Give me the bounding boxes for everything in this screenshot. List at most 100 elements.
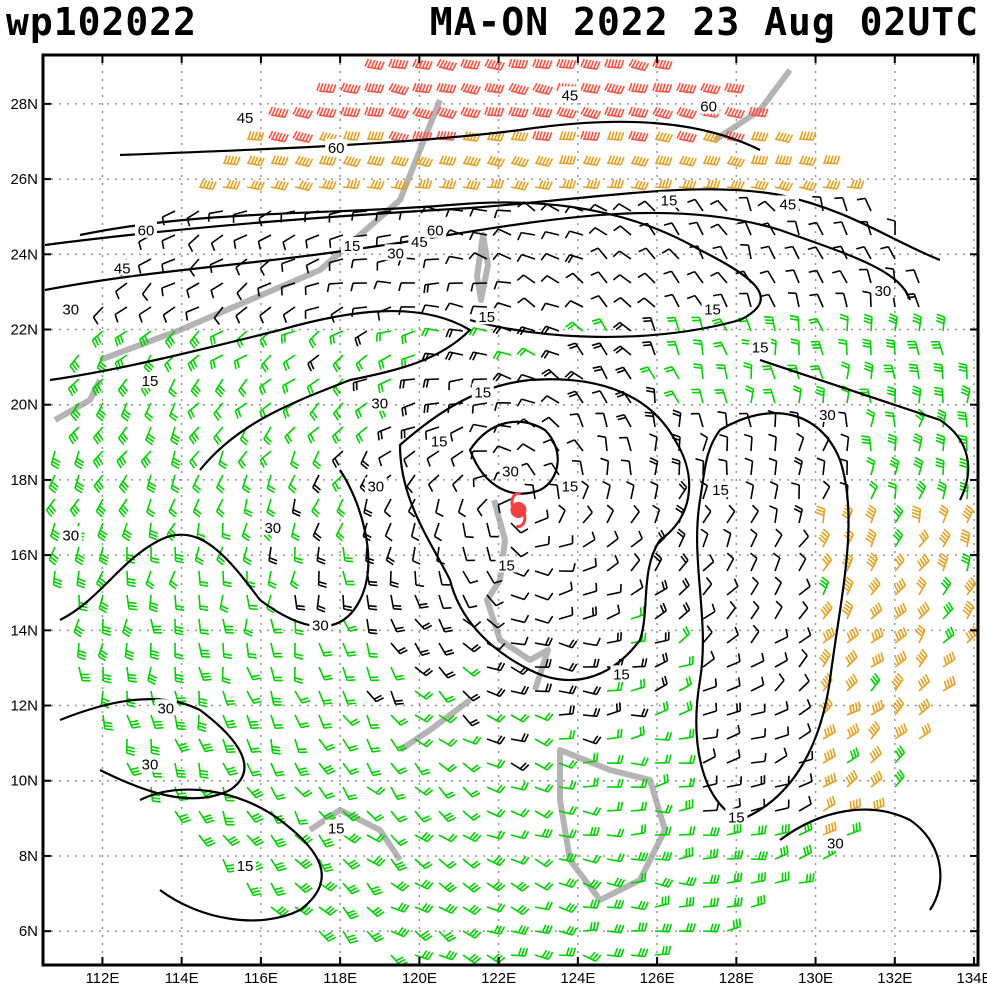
wind-barb [604, 106, 625, 118]
wind-barb [591, 390, 608, 404]
wind-barb [350, 282, 368, 292]
wind-barb [403, 450, 416, 468]
storm-id-title: wp102022 [6, 0, 198, 44]
wind-barb [688, 221, 704, 236]
wind-barb [798, 601, 809, 620]
wind-barb [676, 130, 698, 143]
wind-barb [414, 762, 431, 776]
wind-barb [750, 179, 769, 191]
wind-barb [414, 594, 429, 609]
contour-label-bg [234, 108, 257, 125]
wind-barb [414, 831, 434, 843]
wind-barb [294, 180, 314, 192]
wind-barb [884, 411, 896, 428]
isotach-45-jet [44, 188, 941, 262]
wind-barb [342, 690, 357, 705]
wind-barb [486, 570, 503, 584]
wind-barb [726, 504, 736, 524]
wind-barb [140, 450, 152, 469]
wind-barb [690, 412, 704, 428]
wind-barb [642, 340, 656, 356]
wind-barb [534, 509, 549, 524]
wind-barb [390, 155, 409, 167]
wind-barb [870, 699, 884, 716]
wind-barb [493, 209, 512, 219]
wind-barb [818, 576, 830, 596]
wind-barb [702, 702, 718, 716]
wind-barb [678, 799, 694, 812]
wind-barb [606, 828, 625, 838]
wind-barb [268, 106, 289, 118]
wind-barb [427, 474, 440, 493]
wind-barb [630, 552, 641, 572]
wind-barb [74, 546, 85, 566]
wind-barb [280, 258, 296, 272]
wind-barb [340, 106, 361, 118]
wind-barb [750, 576, 759, 596]
lat-tick-label: 28N [10, 96, 38, 113]
wind-barb [350, 258, 368, 269]
contour-label: 15 [474, 384, 491, 401]
wind-barb [911, 505, 922, 524]
wind-barb [652, 504, 661, 524]
wind-barb [121, 522, 132, 542]
wind-barb [582, 606, 598, 620]
wind-barb [907, 340, 920, 356]
wind-barb [894, 602, 907, 620]
wind-barb [360, 450, 370, 470]
contour-label: 60 [328, 140, 345, 157]
wind-barb [654, 179, 673, 189]
wind-barb [606, 754, 624, 764]
wind-barb [120, 402, 131, 422]
isotach-30-east [759, 358, 970, 501]
wind-barb [750, 624, 760, 644]
wind-barb [98, 546, 109, 566]
wind-barb [930, 340, 944, 356]
lat-tick-label: 14N [10, 622, 38, 639]
wind-barb [342, 833, 362, 844]
lat-tick-label: 6N [19, 923, 38, 940]
wind-barb [126, 594, 138, 611]
wind-barb [768, 457, 778, 476]
wind-barb [822, 821, 837, 836]
wind-barb [124, 642, 135, 661]
wind-barb [818, 648, 831, 668]
wind-barb [891, 672, 904, 692]
wind-barb [494, 402, 512, 412]
wind-barb [796, 432, 805, 452]
wind-barb [486, 855, 506, 867]
wind-barb [762, 388, 776, 404]
wind-barb [438, 618, 453, 633]
wind-barb [774, 180, 794, 192]
wind-barb [726, 600, 737, 620]
wind-barb [918, 529, 930, 548]
wind-barb [469, 305, 488, 315]
wind-barb [462, 570, 479, 584]
wind-barb [534, 881, 554, 891]
wind-barb [422, 258, 440, 269]
wind-barb [582, 879, 602, 890]
wind-barb [457, 498, 467, 518]
wind-barb [294, 155, 314, 168]
wind-barb [580, 82, 601, 94]
wind-barb [246, 810, 264, 823]
wind-barb [486, 924, 506, 935]
wind-barb [436, 82, 457, 94]
wind-barb [510, 904, 530, 916]
wind-barb [328, 234, 344, 248]
axis-ticks-labels: 112E 114E 116E 118E 120E 122E 124E 126E 128E 130E… [10, 55, 987, 987]
wind-barb [676, 106, 698, 119]
wind-barb [270, 714, 284, 730]
contour-label-bg [368, 394, 391, 411]
wind-barb [222, 155, 241, 166]
wind-barb [164, 330, 176, 349]
wind-barb [246, 762, 262, 777]
wind-barb [716, 363, 728, 380]
isotach-contours [44, 120, 970, 922]
wind-barb [678, 155, 697, 167]
wind-barb [558, 130, 577, 141]
wind-barb [438, 690, 456, 703]
wind-barb [759, 270, 776, 284]
wind-barb [192, 474, 202, 494]
wind-barb [845, 673, 858, 692]
